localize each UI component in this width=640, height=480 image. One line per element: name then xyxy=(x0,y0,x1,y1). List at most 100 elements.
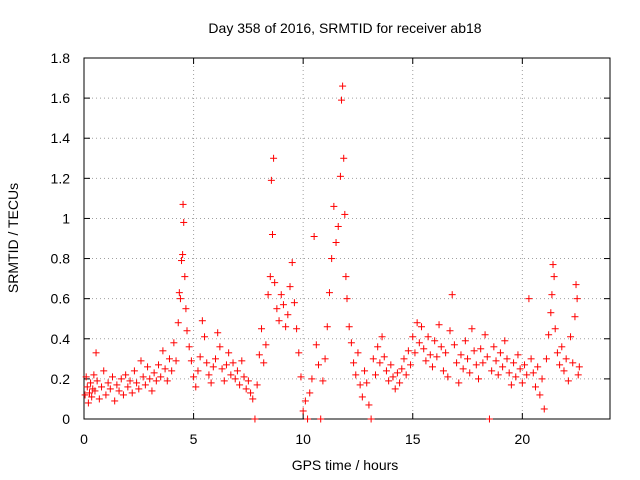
data-point xyxy=(299,407,307,415)
data-point xyxy=(514,351,522,359)
data-point xyxy=(396,379,404,387)
data-point xyxy=(481,331,489,339)
data-point xyxy=(172,357,180,365)
data-point xyxy=(312,341,320,349)
data-point xyxy=(567,333,575,341)
data-point xyxy=(181,273,189,281)
data-point xyxy=(422,357,430,365)
data-point xyxy=(209,363,217,371)
data-point xyxy=(108,373,116,381)
data-point xyxy=(341,210,349,218)
data-point xyxy=(249,395,257,403)
data-point xyxy=(475,375,482,383)
data-point xyxy=(332,239,340,247)
data-point xyxy=(323,323,331,331)
data-point xyxy=(139,373,147,381)
data-point xyxy=(83,383,91,391)
data-point xyxy=(168,367,176,375)
data-point xyxy=(268,230,276,238)
data-point xyxy=(575,363,583,371)
x-tick-label: 20 xyxy=(515,431,531,447)
data-point xyxy=(165,355,173,363)
data-point xyxy=(339,82,347,90)
y-tick-label: 1.4 xyxy=(51,130,71,146)
data-point xyxy=(180,218,188,226)
data-point xyxy=(135,385,143,393)
data-point xyxy=(492,357,500,365)
data-point xyxy=(336,172,344,180)
data-point xyxy=(317,415,325,423)
data-point xyxy=(277,291,285,299)
data-point xyxy=(536,391,544,399)
data-point xyxy=(157,373,165,381)
data-point xyxy=(529,369,537,377)
data-point xyxy=(453,359,461,367)
data-point xyxy=(183,327,191,335)
data-point xyxy=(266,273,274,281)
data-point xyxy=(91,387,99,395)
data-point xyxy=(485,415,493,423)
data-point xyxy=(207,379,215,387)
plot-frame xyxy=(83,57,611,420)
data-point xyxy=(347,339,355,347)
data-point xyxy=(507,381,515,389)
data-point xyxy=(293,325,301,333)
data-point xyxy=(133,379,141,387)
data-point xyxy=(431,337,439,345)
data-point xyxy=(196,353,204,361)
data-point xyxy=(84,399,92,407)
data-point xyxy=(159,347,167,355)
data-point xyxy=(545,331,553,339)
data-point xyxy=(117,375,125,383)
data-point xyxy=(128,389,136,397)
data-point xyxy=(93,377,101,385)
data-point xyxy=(376,359,384,367)
data-point xyxy=(356,381,364,389)
data-point xyxy=(229,359,237,367)
data-point xyxy=(551,325,559,333)
data-point xyxy=(170,339,178,347)
data-point xyxy=(562,355,570,363)
data-point xyxy=(175,289,183,297)
data-point xyxy=(358,393,366,401)
data-point xyxy=(521,361,529,369)
data-point xyxy=(222,361,230,369)
data-point xyxy=(470,347,478,355)
data-point xyxy=(448,291,456,299)
data-point xyxy=(556,361,564,369)
y-tick-label: 0 xyxy=(62,411,70,427)
data-point xyxy=(505,369,513,377)
data-point xyxy=(325,289,333,297)
data-point xyxy=(413,319,421,327)
data-point xyxy=(549,261,557,269)
data-point xyxy=(212,355,219,363)
data-point xyxy=(282,323,290,331)
data-point xyxy=(122,371,130,379)
data-point xyxy=(198,317,206,325)
data-point xyxy=(273,305,281,313)
data-point xyxy=(472,361,480,369)
data-point xyxy=(262,341,270,349)
data-point xyxy=(178,257,186,265)
data-point xyxy=(87,379,95,387)
data-point xyxy=(393,369,401,377)
data-point xyxy=(411,349,419,357)
data-point xyxy=(119,391,127,399)
data-point xyxy=(88,393,96,401)
data-point xyxy=(247,389,255,397)
data-point xyxy=(525,295,533,303)
data-point xyxy=(220,377,228,385)
data-point xyxy=(402,371,410,379)
data-point xyxy=(192,383,200,391)
data-point xyxy=(345,323,353,331)
data-point xyxy=(464,355,472,363)
data-point xyxy=(564,377,572,385)
data-point xyxy=(113,381,121,389)
data-point xyxy=(255,351,263,359)
data-point xyxy=(106,385,114,393)
data-point xyxy=(185,343,193,351)
data-point xyxy=(163,377,171,385)
data-point xyxy=(547,309,555,317)
data-point xyxy=(343,295,351,303)
data-point xyxy=(572,281,580,289)
